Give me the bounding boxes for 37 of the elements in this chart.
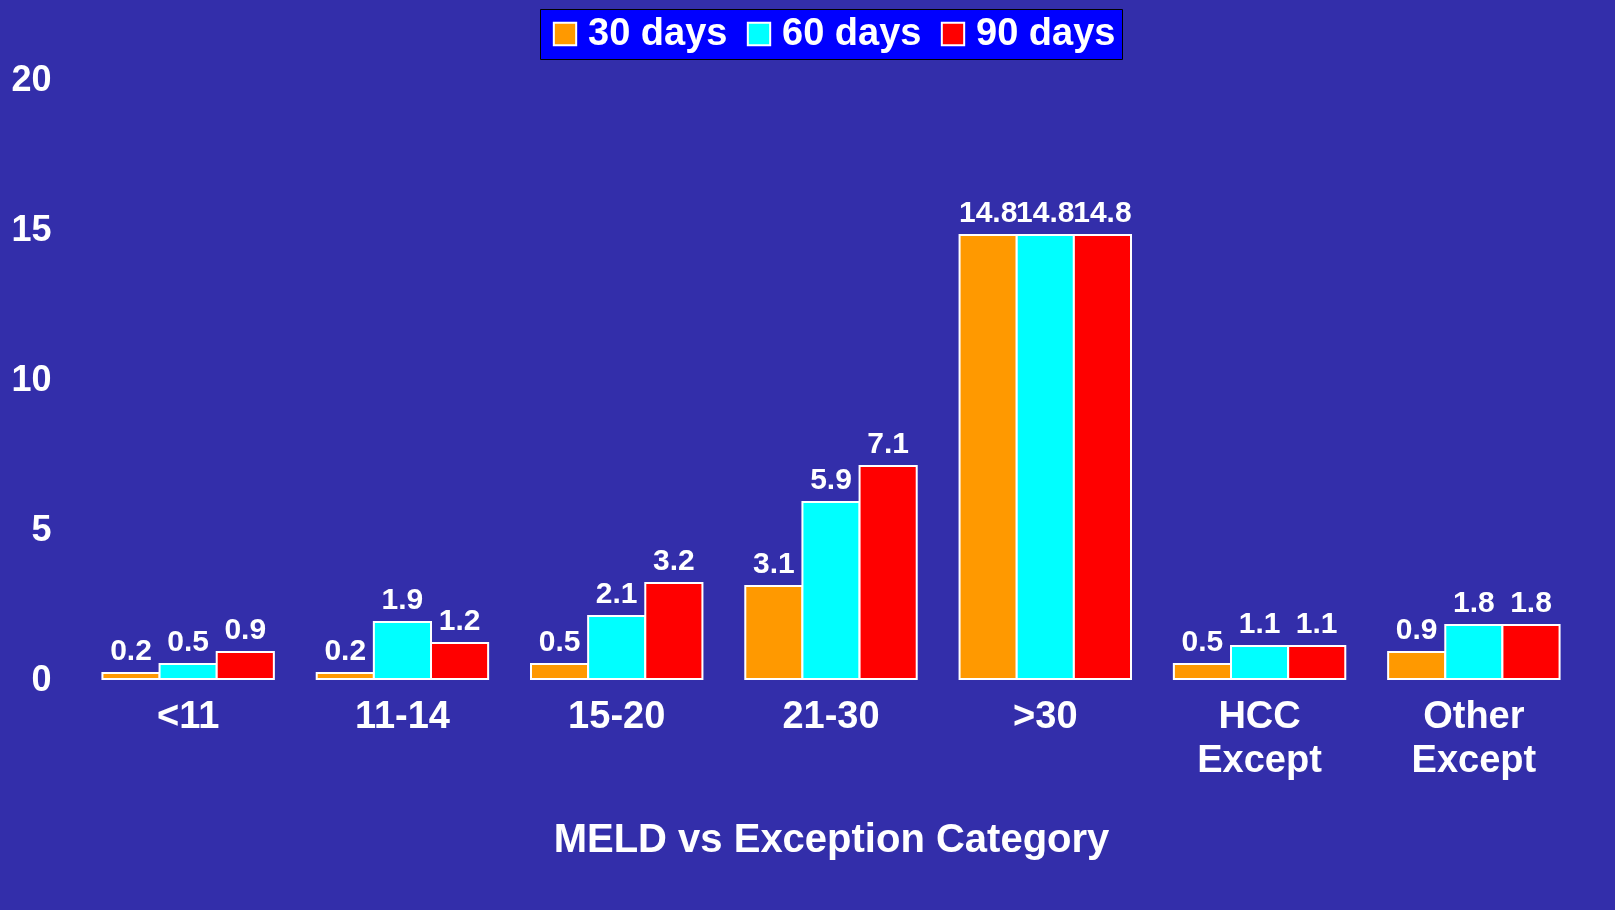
data-label: 1.2 bbox=[438, 603, 481, 636]
legend-label: 90 days bbox=[976, 11, 1116, 53]
y-tick-label: 5 bbox=[31, 507, 52, 549]
data-label: 0.5 bbox=[167, 624, 209, 657]
x-axis-title: MELD vs Exception Category bbox=[553, 815, 1111, 860]
legend-label: 30 days bbox=[588, 11, 728, 53]
y-tick-label: 10 bbox=[11, 357, 52, 399]
x-tick-label: Other Except bbox=[1411, 693, 1537, 780]
legend-label: 60 days bbox=[782, 11, 922, 53]
data-label: 14.8 bbox=[958, 195, 1018, 228]
data-label: 0.5 bbox=[1181, 624, 1224, 657]
data-label: 14.8 bbox=[1016, 195, 1075, 228]
y-tick-label: 0 bbox=[31, 657, 52, 699]
data-label: 1.8 bbox=[1510, 585, 1552, 618]
data-label: 0.9 bbox=[1395, 612, 1438, 645]
x-tick-label: 11-14 bbox=[354, 693, 450, 736]
y-tick-label: 20 bbox=[11, 57, 52, 99]
x-tick-label: <11 bbox=[156, 693, 220, 736]
y-tick-label: 15 bbox=[11, 207, 52, 249]
data-label: 3.2 bbox=[653, 543, 695, 576]
data-label: 1.1 bbox=[1295, 606, 1338, 639]
x-tick-label: >30 bbox=[1013, 693, 1078, 736]
data-label: 0.5 bbox=[538, 624, 581, 657]
data-label: 0.9 bbox=[224, 612, 267, 645]
data-label: 0.2 bbox=[110, 633, 152, 666]
x-tick-label: HCC Except bbox=[1197, 693, 1323, 780]
data-label: 0.2 bbox=[324, 633, 367, 666]
data-label: 3.1 bbox=[753, 546, 795, 579]
data-label: 1.9 bbox=[381, 582, 424, 615]
x-tick-label: 21-30 bbox=[782, 693, 880, 736]
data-label: 1.8 bbox=[1453, 585, 1495, 618]
data-label: 1.1 bbox=[1238, 606, 1281, 639]
data-label: 14.8 bbox=[1073, 195, 1132, 228]
data-label: 7.1 bbox=[867, 426, 909, 459]
x-tick-label: 15-20 bbox=[568, 693, 666, 736]
data-label: 5.9 bbox=[810, 462, 852, 495]
data-label: 2.1 bbox=[595, 576, 638, 609]
